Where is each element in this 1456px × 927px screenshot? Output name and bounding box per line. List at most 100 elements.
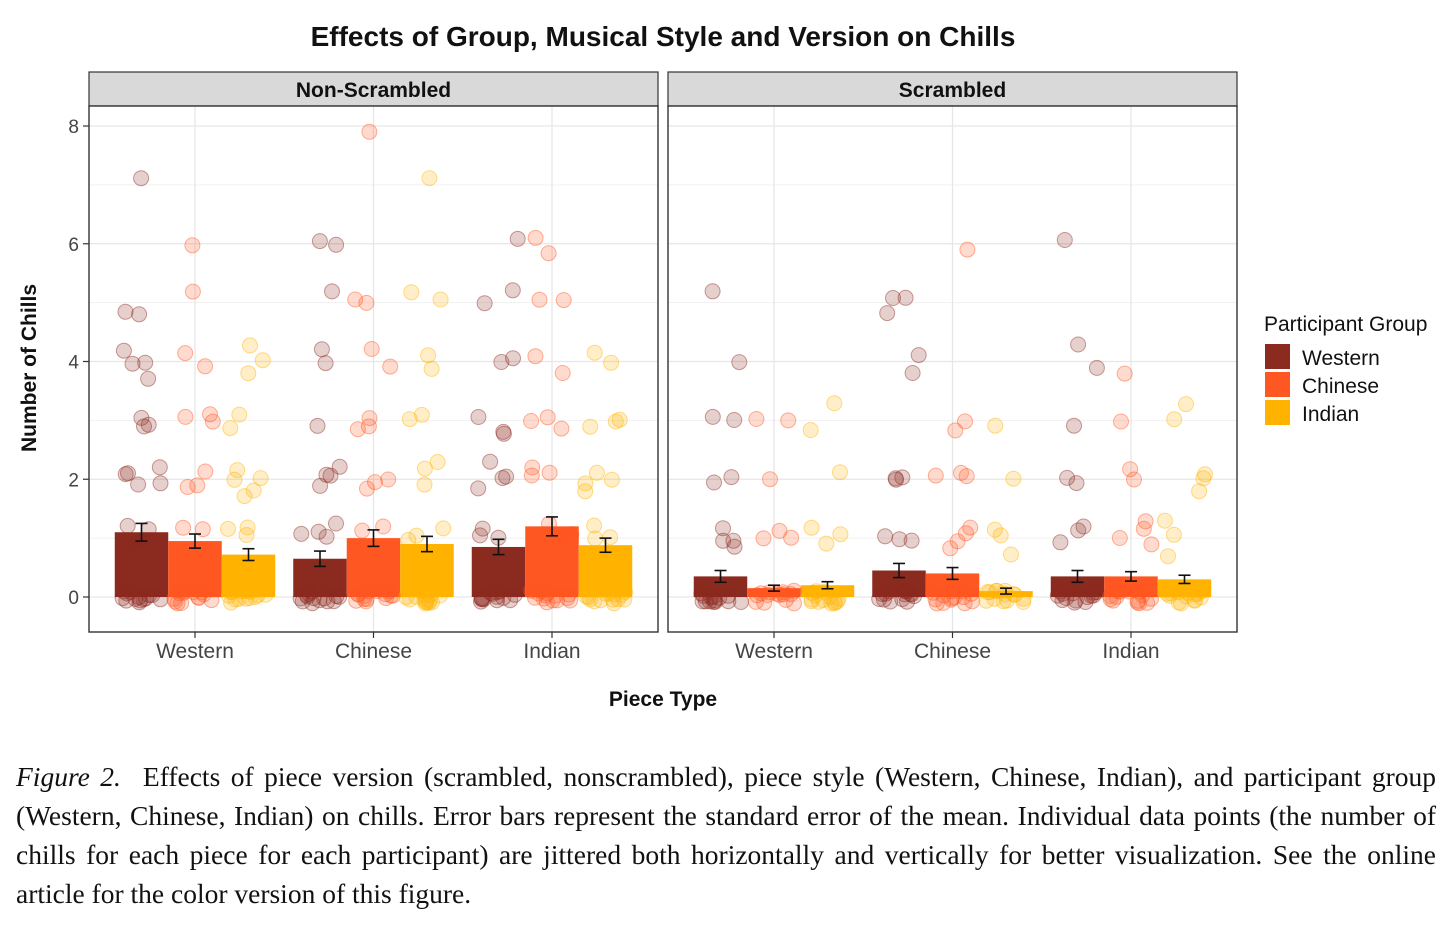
data-point (616, 591, 633, 608)
data-point (1173, 595, 1190, 612)
x-tick-label: Western (735, 640, 813, 663)
data-point (762, 471, 778, 488)
data-point (360, 418, 377, 435)
data-point (725, 532, 742, 549)
data-point (894, 469, 911, 486)
error-bars (135, 516, 612, 568)
data-point (193, 584, 210, 601)
data-point (1137, 513, 1154, 530)
data-point (780, 412, 797, 429)
data-point (422, 586, 439, 603)
data-point (328, 236, 345, 253)
data-point (401, 591, 418, 608)
data-point (935, 594, 952, 611)
data-point (233, 583, 250, 600)
data-point (299, 588, 316, 605)
data-point (144, 587, 161, 603)
data-point (586, 344, 603, 361)
data-point (117, 303, 134, 320)
data-point (958, 525, 974, 542)
data-point (1015, 590, 1032, 607)
data-point (360, 583, 377, 600)
data-point (1066, 417, 1082, 434)
error-bar (893, 562, 905, 579)
data-point (527, 589, 543, 606)
data-point (241, 590, 258, 606)
data-point (577, 475, 594, 492)
data-point (986, 590, 1003, 607)
data-point (398, 589, 415, 606)
data-point (785, 582, 802, 599)
data-point (1003, 546, 1019, 563)
bar-chinese (168, 541, 222, 597)
data-point (312, 477, 329, 494)
data-point (1159, 585, 1176, 602)
data-point (403, 284, 420, 301)
data-point (1121, 583, 1138, 600)
data-point (226, 471, 243, 488)
data-point (549, 592, 566, 609)
data-point (582, 418, 599, 435)
data-point (432, 587, 449, 604)
data-point (748, 411, 765, 427)
data-point (420, 347, 437, 364)
data-point (177, 408, 194, 425)
data-point (488, 584, 505, 601)
x-axis-title: Piece Type (609, 688, 717, 711)
data-point (119, 517, 136, 534)
data-point (189, 477, 206, 494)
data-point (1056, 232, 1073, 248)
data-point (1077, 594, 1094, 610)
data-point (167, 593, 184, 610)
data-point (313, 341, 330, 358)
error-bar (821, 580, 834, 590)
data-point (495, 425, 512, 442)
data-point (120, 465, 136, 482)
data-point (535, 590, 552, 607)
data-point (1058, 590, 1075, 606)
data-point (1054, 592, 1071, 609)
facet-panel: Non-Scrambled Western Chinese Indian (88, 71, 659, 663)
data-point (1112, 583, 1128, 600)
data-point (175, 519, 192, 536)
legend-swatch-western (1265, 344, 1290, 369)
error-bar (1125, 570, 1137, 582)
data-point (803, 519, 820, 536)
data-point (588, 464, 605, 481)
data-point (1052, 583, 1069, 600)
data-point (119, 585, 135, 602)
data-point (1085, 584, 1101, 601)
chart-figure: Effects of Group, Musical Style and Vers… (18, 21, 1427, 711)
data-point (185, 584, 202, 601)
data-point (964, 593, 981, 610)
data-point (597, 585, 614, 602)
data-point (224, 583, 241, 600)
error-bar (714, 569, 727, 584)
y-tick-label: 6 (68, 235, 79, 256)
y-tick-label: 4 (68, 353, 79, 374)
legend-label: Indian (1302, 403, 1359, 426)
data-point (310, 523, 327, 540)
data-point (303, 583, 320, 600)
data-point (1126, 471, 1142, 488)
data-point (1054, 585, 1071, 602)
data-point (377, 586, 394, 603)
data-point (169, 595, 186, 612)
error-bar (946, 566, 959, 581)
data-point (118, 592, 135, 609)
data-point (1162, 585, 1179, 602)
error-bar (1071, 569, 1084, 584)
data-point (509, 230, 526, 247)
data-point (140, 370, 157, 387)
data-point (586, 593, 603, 610)
data-point (562, 592, 578, 609)
data-point (1178, 396, 1194, 413)
data-point (1192, 589, 1209, 606)
data-point (1079, 589, 1096, 606)
data-point (560, 586, 577, 603)
data-point (1070, 522, 1087, 539)
data-point (524, 459, 541, 476)
data-point (131, 306, 148, 323)
data-point (489, 592, 505, 609)
data-point (723, 469, 740, 486)
